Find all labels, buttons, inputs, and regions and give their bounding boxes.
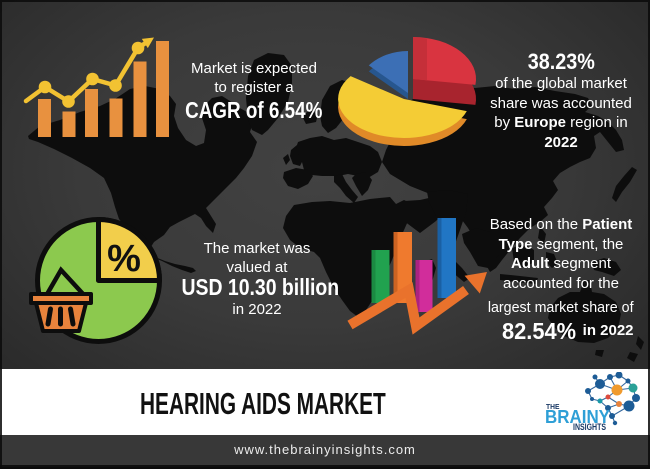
svg-text:THE: THE bbox=[546, 402, 560, 411]
svg-text:BRAINY: BRAINY bbox=[545, 407, 610, 427]
svg-text:%: % bbox=[107, 238, 141, 280]
svg-text:INSIGHTS: INSIGHTS bbox=[573, 422, 606, 433]
